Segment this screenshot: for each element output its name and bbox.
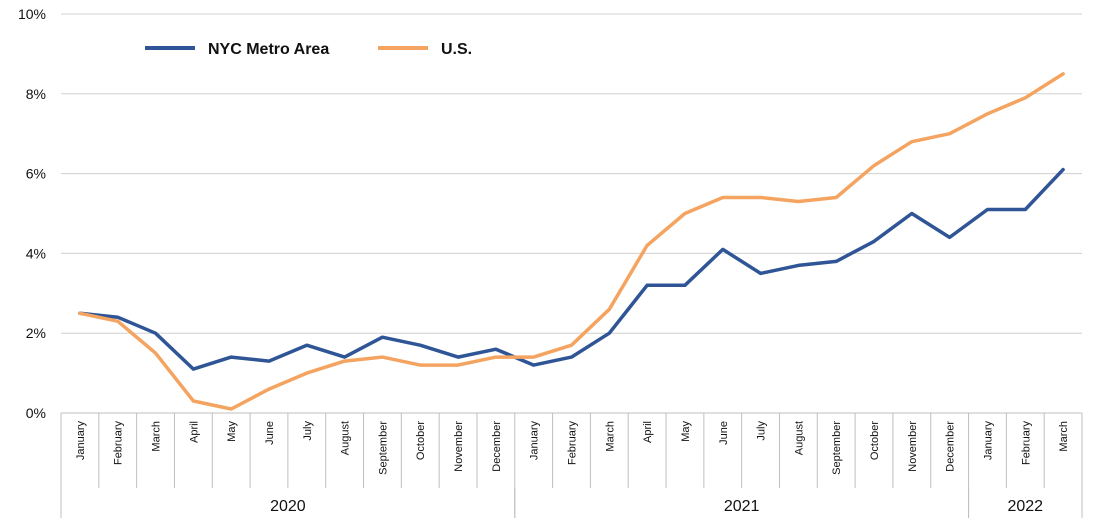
y-tick-label: 6% xyxy=(26,166,46,182)
x-tick-label: August xyxy=(793,421,805,455)
x-tick-label: March xyxy=(1058,421,1070,452)
x-tick-label: January xyxy=(982,421,994,461)
series-points-nyc-metro-area xyxy=(78,168,1065,371)
x-tick-label: September xyxy=(377,421,389,475)
x-tick-label: April xyxy=(188,421,200,443)
x-tick-label: July xyxy=(302,421,314,441)
y-tick-label: 10% xyxy=(18,6,46,22)
x-tick-label: December xyxy=(945,421,957,472)
year-label-2022: 2022 xyxy=(1007,498,1043,515)
x-tick-label: September xyxy=(831,421,843,475)
series-line-us xyxy=(78,72,1065,411)
y-axis-ticks: 0% 2% 4% 6% 8% 10% xyxy=(18,6,46,421)
y-tick-label: 2% xyxy=(26,325,46,341)
x-tick-label: May xyxy=(680,421,692,442)
x-tick-label: March xyxy=(604,421,616,452)
year-label-2021: 2021 xyxy=(724,498,760,515)
x-tick-label: February xyxy=(567,421,579,466)
x-tick-label: January xyxy=(75,421,87,461)
x-tick-label: January xyxy=(529,421,541,461)
y-tick-label: 0% xyxy=(26,405,46,421)
y-tick-label: 8% xyxy=(26,86,46,102)
x-tick-label: February xyxy=(113,421,125,466)
series-lines xyxy=(78,72,1065,411)
x-tick-label: March xyxy=(151,421,163,452)
y-tick-label: 4% xyxy=(26,245,46,261)
x-tick-label: August xyxy=(340,421,352,455)
x-tick-label: February xyxy=(1020,421,1032,466)
legend-label-us: U.S. xyxy=(441,41,472,58)
legend-label-nyc: NYC Metro Area xyxy=(208,41,329,58)
x-tick-label: November xyxy=(907,421,919,472)
legend: NYC Metro Area U.S. xyxy=(145,41,472,58)
gridlines xyxy=(61,13,1082,414)
x-tick-label: December xyxy=(491,421,503,472)
series-line-nyc-metro-area xyxy=(78,167,1065,371)
x-tick-label: May xyxy=(226,421,238,442)
x-tick-label: November xyxy=(453,421,465,472)
x-tick-label: June xyxy=(718,421,730,445)
x-axis: January February March April May June July Augu… xyxy=(60,413,1083,518)
x-tick-label: June xyxy=(264,421,276,445)
year-label-2020: 2020 xyxy=(270,498,306,515)
x-tick-label: April xyxy=(642,421,654,443)
x-tick-label: July xyxy=(756,421,768,441)
x-tick-label: October xyxy=(869,421,881,460)
x-tick-label: October xyxy=(415,421,427,460)
